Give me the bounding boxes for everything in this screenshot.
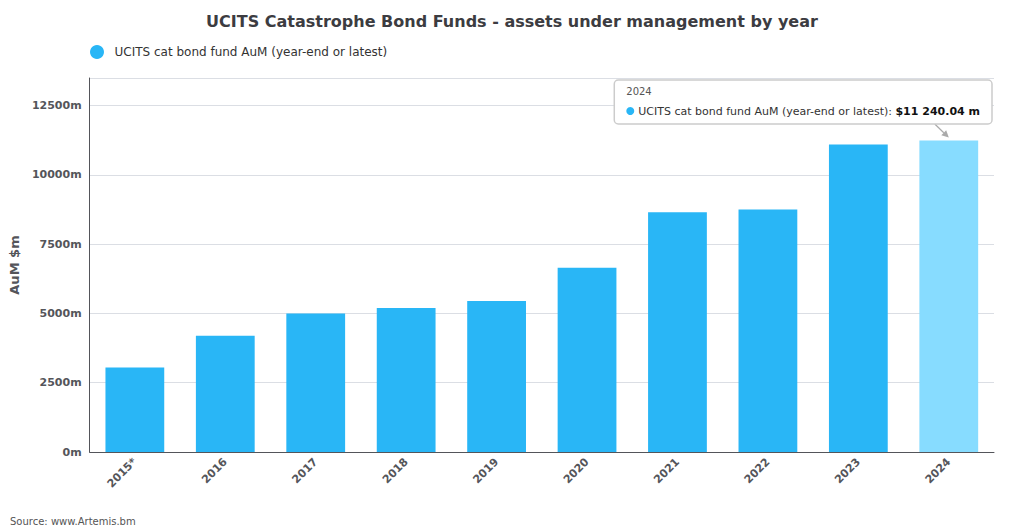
svg-text:AuM $m: AuM $m bbox=[7, 235, 22, 294]
svg-text:UCITS Catastrophe Bond Funds -: UCITS Catastrophe Bond Funds - assets un… bbox=[206, 12, 818, 31]
svg-text:2017: 2017 bbox=[290, 455, 321, 486]
svg-text:2016: 2016 bbox=[199, 455, 230, 486]
svg-text:2015*: 2015* bbox=[105, 455, 140, 490]
svg-text:2019: 2019 bbox=[470, 455, 501, 486]
svg-text:2023: 2023 bbox=[832, 455, 863, 486]
svg-text:2024: 2024 bbox=[923, 455, 954, 486]
svg-text:5000m: 5000m bbox=[40, 307, 82, 320]
svg-text:2500m: 2500m bbox=[40, 376, 82, 389]
svg-text:UCITS cat bond fund AuM (year-: UCITS cat bond fund AuM (year-end or lat… bbox=[638, 105, 895, 118]
svg-text:2021: 2021 bbox=[651, 455, 682, 486]
svg-text:2018: 2018 bbox=[380, 455, 411, 486]
svg-text:Source: www.Artemis.bm: Source: www.Artemis.bm bbox=[10, 516, 136, 527]
svg-text:2020: 2020 bbox=[561, 455, 592, 486]
svg-text:7500m: 7500m bbox=[40, 238, 82, 251]
svg-text:10000m: 10000m bbox=[32, 168, 82, 181]
svg-text:UCITS cat bond fund AuM (year-: UCITS cat bond fund AuM (year-end or lat… bbox=[115, 45, 388, 59]
svg-text:0m: 0m bbox=[63, 446, 82, 459]
svg-text:12500m: 12500m bbox=[32, 99, 82, 112]
svg-text:$11 240.04 m: $11 240.04 m bbox=[895, 105, 980, 118]
svg-text:2024: 2024 bbox=[626, 86, 651, 97]
svg-text:2022: 2022 bbox=[742, 455, 773, 486]
